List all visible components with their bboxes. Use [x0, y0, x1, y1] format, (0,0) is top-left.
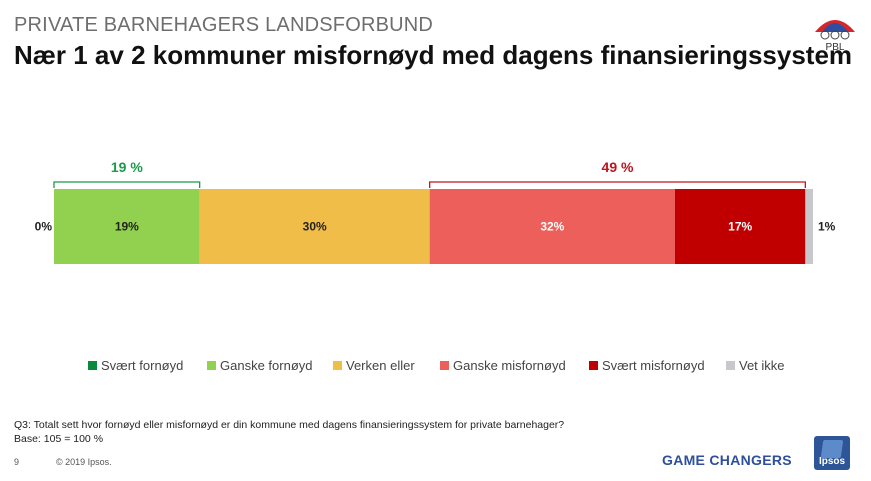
data-label-verken-eller: 30% [303, 220, 327, 234]
legend-swatch-verken-eller [333, 361, 342, 370]
copyright: © 2019 Ipsos. [56, 457, 112, 467]
tagline: GAME CHANGERS [662, 452, 792, 468]
pbl-logo: PBL [815, 20, 855, 52]
legend-swatch-sv-rt-misforn-yd [589, 361, 598, 370]
legend-swatch-ganske-forn-yd [207, 361, 216, 370]
slide-title: Nær 1 av 2 kommuner misfornøyd med dagen… [14, 40, 853, 70]
question-text: Q3: Totalt sett hvor fornøyd eller misfo… [14, 418, 564, 446]
legend-label-vet-ikke: Vet ikke [739, 358, 785, 373]
bar-segment-vet-ikke [805, 189, 813, 264]
pbl-logo-text: PBL [826, 42, 845, 52]
legend-swatch-vet-ikke [726, 361, 735, 370]
data-label-sv-rt-misforn-yd: 17% [728, 220, 752, 234]
legend-label-ganske-forn-yd: Ganske fornøyd [220, 358, 313, 373]
data-label-sv-rt-forn-yd: 0% [35, 220, 53, 234]
ipsos-logo: Ipsos [814, 436, 850, 470]
bar-segment-verken-eller [199, 189, 430, 264]
legend-label-ganske-misforn-yd: Ganske misfornøyd [453, 358, 566, 373]
data-label-ganske-forn-yd: 19% [115, 220, 139, 234]
bar-segment-sv-rt-misforn-yd [675, 189, 806, 264]
data-label-ganske-misforn-yd: 32% [540, 220, 564, 234]
bar-segment-ganske-misforn-yd [429, 189, 675, 264]
legend-swatch-ganske-misforn-yd [440, 361, 449, 370]
bracket-label-2: 49 % [602, 159, 634, 175]
bracket-1 [53, 181, 201, 188]
ipsos-logo-text: Ipsos [818, 456, 846, 467]
base-line: Base: 105 = 100 % [14, 433, 104, 445]
bar-segment-ganske-forn-yd [54, 189, 200, 264]
page-number: 9 [14, 457, 20, 467]
legend-label-sv-rt-forn-yd: Svært fornøyd [101, 358, 183, 373]
bracket-2 [429, 181, 806, 188]
legend-swatch-sv-rt-forn-yd [88, 361, 97, 370]
legend-label-verken-eller: Verken eller [346, 358, 415, 373]
legend-label-sv-rt-misforn-yd: Svært misfornøyd [602, 358, 705, 373]
bracket-label-1: 19 % [111, 159, 143, 175]
data-label-vet-ikke: 1% [818, 220, 836, 234]
organization-name: PRIVATE BARNEHAGERS LANDSFORBUND [14, 14, 434, 36]
question-line: Q3: Totalt sett hvor fornøyd eller misfo… [14, 419, 565, 431]
